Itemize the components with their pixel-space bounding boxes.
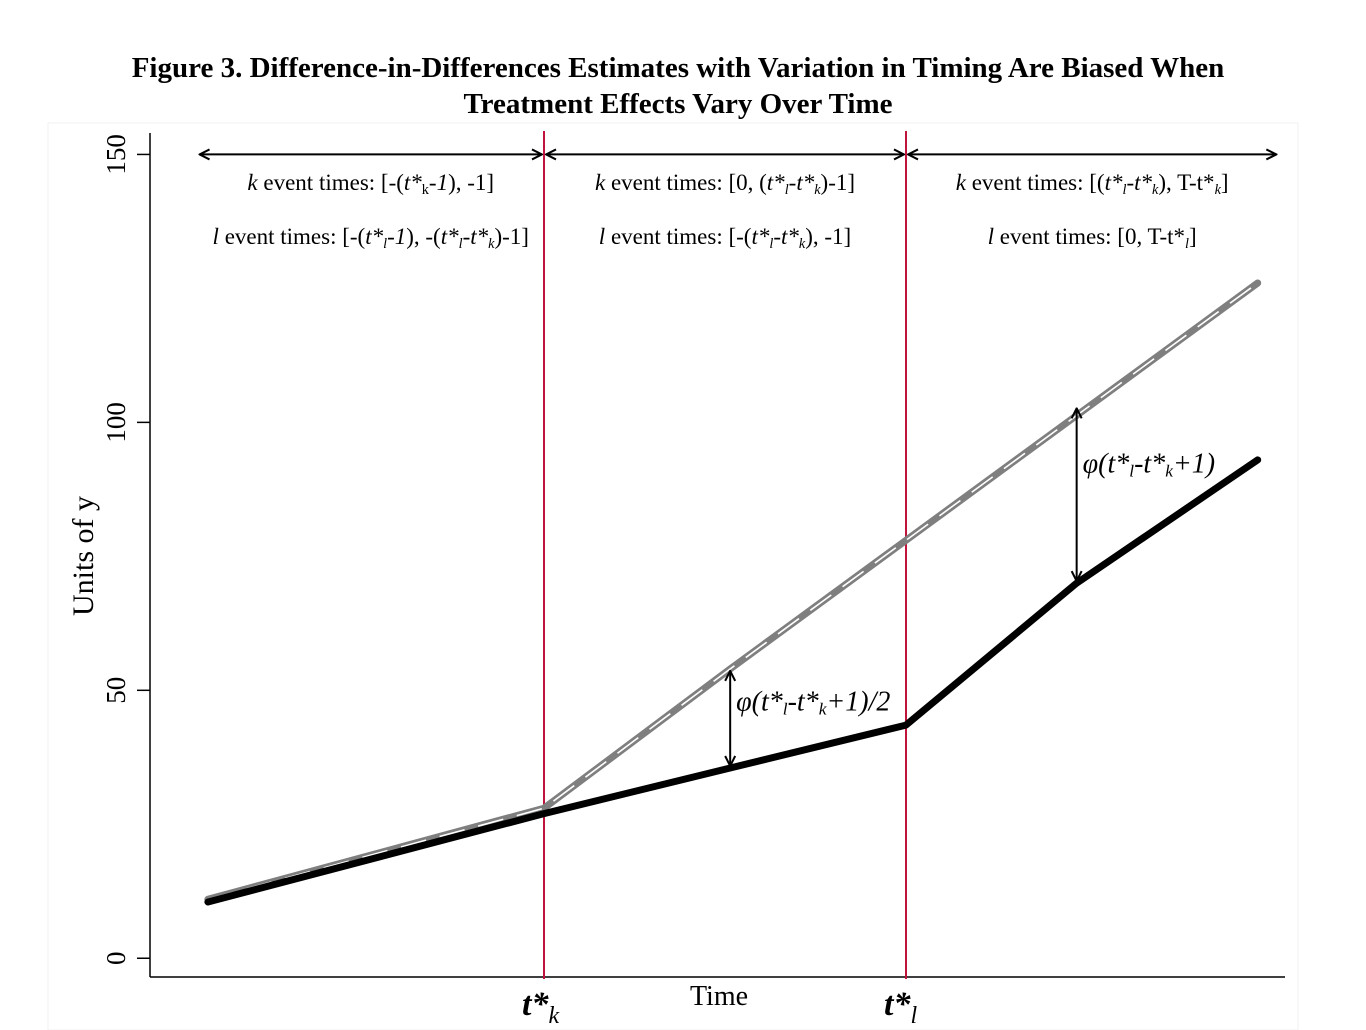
x-tick-label-l: t*l [884, 986, 917, 1029]
y-tick-label-100: 100 [101, 402, 131, 443]
period-2-k-event-times: k event times: [0, (t*l-t*k)-1] [595, 170, 855, 198]
plot-region-border [47, 122, 1299, 1030]
series-observed-line [204, 456, 1262, 906]
x-tick-label-k: t*k [522, 986, 559, 1029]
figure-title-line-2: Treatment Effects Vary Over Time [463, 88, 893, 120]
period-2-l-event-times: l event times: [-(t*l-t*k), -1] [599, 224, 851, 252]
gap-label-2: φ(t*l-t*k+1) [1083, 449, 1215, 481]
y-tick-label-150: 150 [101, 134, 131, 175]
period-1-k-event-times: k event times: [-(t*k-1), -1] [247, 170, 494, 198]
y-tick-label-50: 50 [101, 677, 131, 704]
gap-label-1: φ(t*l-t*k+1)/2 [736, 686, 890, 718]
y-tick-label-0: 0 [101, 951, 131, 965]
figure-title: Figure 3. Difference-in-Differences Esti… [0, 50, 1356, 122]
series-counterfactual-dash [207, 282, 1259, 901]
period-3-l-event-times: l event times: [0, T-t*l] [988, 224, 1197, 252]
x-axis-label: Time [690, 981, 748, 1012]
period-3-k-event-times: k event times: [(t*l-t*k), T-t*k] [956, 170, 1229, 198]
figure-title-line-1: Figure 3. Difference-in-Differences Esti… [131, 52, 1225, 84]
series-counterfactual-line [204, 279, 1262, 903]
period-1-l-event-times: l event times: [-(t*l-1), -(t*l-t*k)-1] [213, 224, 529, 252]
y-axis-label: Units of y [67, 496, 100, 616]
